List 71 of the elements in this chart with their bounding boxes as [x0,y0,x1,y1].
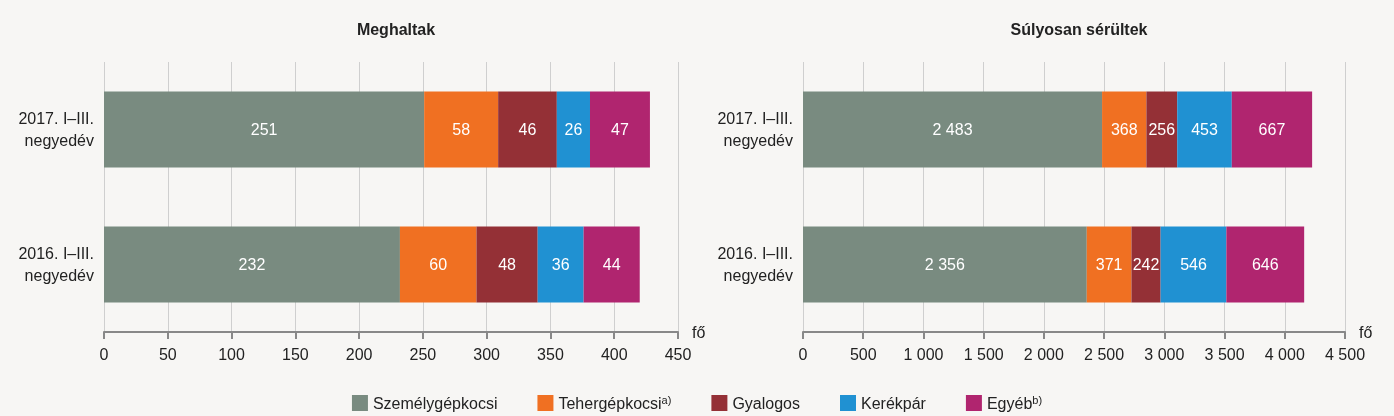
data-label: 371 [1095,256,1123,273]
bar [1102,91,1147,168]
x-tick-label: 450 [664,345,692,363]
x-axis-title: fő [1359,323,1373,341]
x-tick-label: 3 000 [1144,345,1185,363]
bar [589,91,650,168]
bar [803,91,1103,168]
x-tick-label: 4 000 [1264,345,1305,363]
bar [104,226,400,303]
bar [1226,226,1305,303]
data-label: 26 [564,121,583,138]
data-label: 368 [1110,121,1138,138]
data-label: 58 [452,121,471,138]
data-label: 646 [1251,256,1279,273]
legend-label: Személygépkocsi [372,394,498,412]
x-tick-label: 1 000 [903,345,944,363]
x-tick-label: 50 [158,345,177,363]
bar [1086,226,1132,303]
x-tick-label: 4 500 [1324,345,1366,363]
bar [104,91,425,168]
x-tick-label: 350 [537,345,564,363]
bar [1231,91,1313,168]
legend-label: Gyalogos [732,394,800,412]
chart-title: Meghaltak [356,20,436,38]
x-tick-label: 400 [600,345,628,363]
x-tick-label: 0 [798,345,808,363]
data-label: 453 [1191,121,1218,138]
data-label: 46 [518,121,537,138]
data-label: 47 [611,121,629,138]
x-tick-label: 2 000 [1023,345,1065,363]
x-tick-label: 200 [345,345,373,363]
bar [583,226,640,303]
data-label: 251 [250,121,278,138]
bar [498,91,557,168]
x-tick-label: 100 [218,345,245,363]
bar [1177,91,1232,168]
data-label: 256 [1148,121,1176,138]
chart-title: Súlyosan sérültek [1010,20,1148,38]
data-label: 60 [429,256,448,273]
legend-label: Kerékpár [860,394,927,412]
x-tick-label: 1 500 [963,345,1004,363]
y-tick-label: 2017. I–III. negyedév [18,110,94,149]
data-label: 2 483 [932,121,973,138]
x-axis-title: fő [692,323,706,341]
bar [537,226,584,303]
bar [399,226,477,303]
x-tick-label: 0 [99,345,109,363]
x-tick-label: 150 [281,345,309,363]
bar [424,91,499,168]
data-label: 48 [498,256,517,273]
bar [476,226,538,303]
data-label: 232 [238,256,266,273]
bar [803,226,1087,303]
data-label: 44 [602,256,621,273]
x-tick-label: 300 [473,345,501,363]
x-tick-label: 2 500 [1084,345,1125,363]
y-tick-label: 2016. I–III. negyedév [18,245,94,284]
data-label: 242 [1132,256,1160,273]
bar [1146,91,1178,168]
x-tick-label: 3 500 [1204,345,1245,363]
data-label: 546 [1180,256,1207,273]
y-tick-label: 2017. I–III. negyedév [717,110,793,149]
data-label: 667 [1258,121,1286,138]
bar [556,91,590,168]
data-label: 2 356 [924,256,965,273]
bar [1131,226,1161,303]
x-tick-label: 250 [409,345,437,363]
y-tick-label: 2016. I–III. negyedév [717,245,793,284]
data-label: 36 [551,256,570,273]
bar [1160,226,1227,303]
x-tick-label: 500 [849,345,877,363]
